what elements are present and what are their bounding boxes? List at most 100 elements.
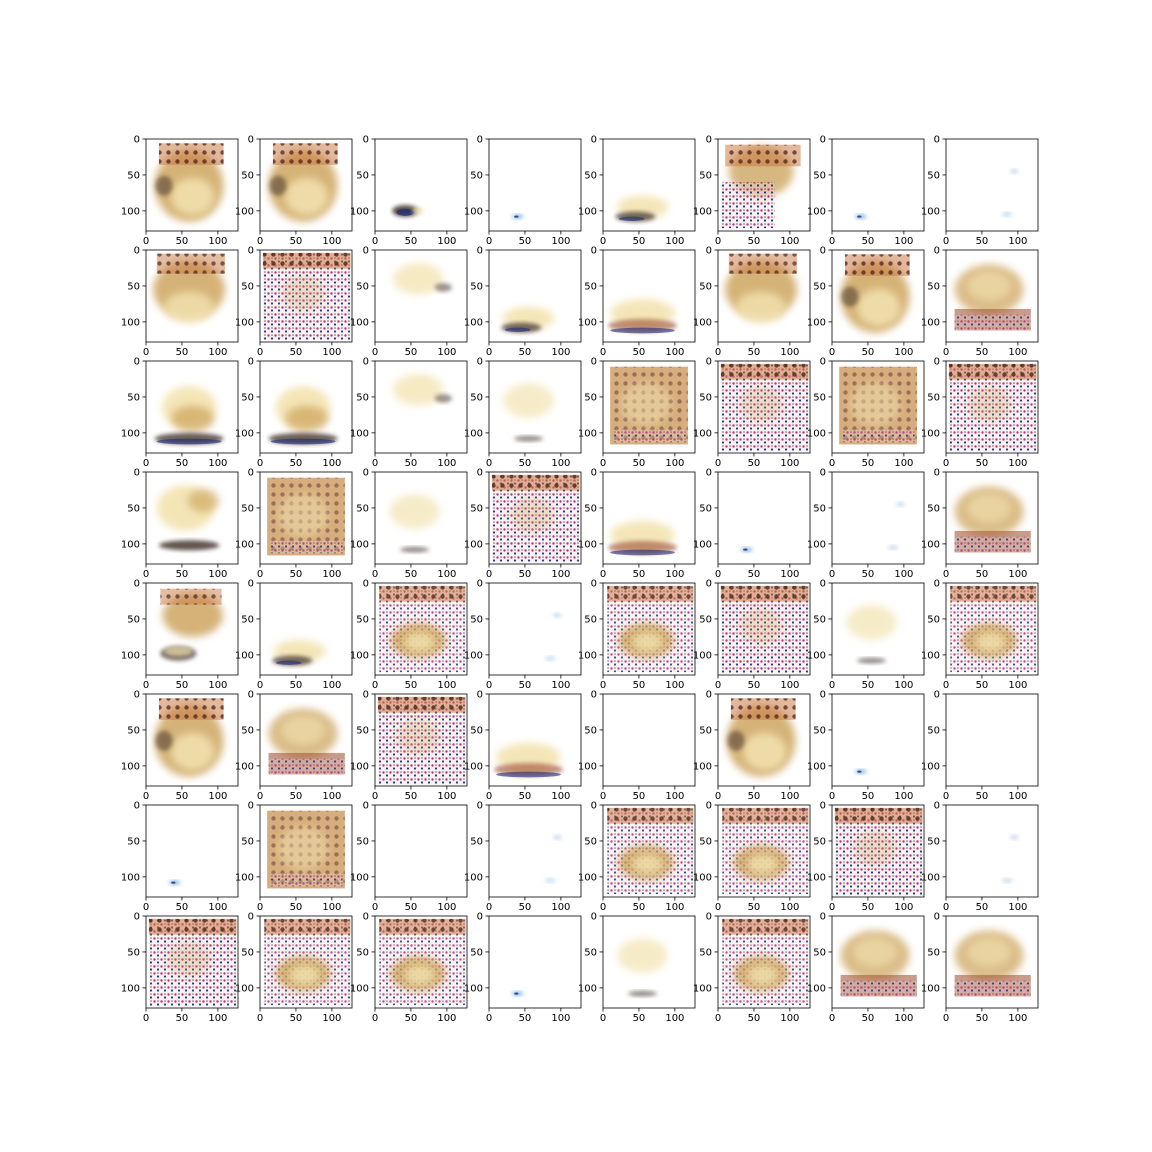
blob-mark [746,853,779,874]
x-tick-label: 0 [143,791,149,802]
x-tick-label: 50 [519,791,532,802]
x-tick-label: 0 [943,347,949,358]
y-tick-label: 100 [921,650,940,661]
generated-image [610,366,688,445]
x-tick-label: 50 [290,791,303,802]
y-tick-label: 100 [921,761,940,772]
generated-image [267,810,345,889]
blob-mark [841,286,859,307]
plot-frame [602,471,696,565]
plot-frame [374,138,468,232]
y-tick-label: 50 [470,614,483,625]
speck-mark [857,215,862,218]
blob-mark [392,373,444,406]
generated-image [954,486,1031,553]
y-tick-label: 50 [813,614,826,625]
x-tick-label: 0 [257,680,263,691]
y-tick-label: 100 [464,539,483,550]
y-tick-label: 100 [807,761,826,772]
plot-frame [945,138,1039,232]
y-tick-label: 100 [235,428,254,439]
subplot-panel: 0 50 100 0 50 100 [578,468,696,580]
x-tick-label: 50 [176,347,189,358]
y-tick-label: 100 [807,650,826,661]
y-tick-label: 100 [350,428,369,439]
generated-image [720,585,809,674]
x-tick-label: 50 [748,1013,761,1024]
y-tick-label: 50 [241,281,254,292]
x-tick-label: 100 [1008,569,1027,580]
y-tick-label: 100 [235,761,254,772]
y-tick-label: 50 [584,725,597,736]
plot-frame [259,804,353,898]
subplot-panel: 0 50 100 0 50 100 [235,246,353,358]
x-tick-label: 50 [748,569,761,580]
subplot-panel: 0 50 100 0 50 100 [121,135,239,247]
x-tick-label: 50 [748,902,761,913]
plot-area [832,139,924,231]
x-tick-label: 100 [208,569,227,580]
x-tick-label: 100 [780,791,799,802]
y-tick-label: 0 [591,135,597,146]
x-tick-label: 100 [322,1013,341,1024]
x-tick-label: 0 [600,902,606,913]
x-tick-label: 100 [894,680,913,691]
generated-image [840,254,910,333]
y-tick-label: 50 [813,836,826,847]
y-tick-label: 0 [706,579,712,590]
blob-mark [396,208,414,216]
x-tick-label: 0 [372,569,378,580]
generated-image [722,807,809,895]
subplot-panel: 0 50 100 0 50 100 [578,246,696,358]
subplot-panel: 0 50 100 0 50 100 [121,801,239,913]
x-tick-label: 0 [372,458,378,469]
pattern-mark [158,143,224,165]
generated-image [153,253,226,324]
x-tick-label: 0 [715,458,721,469]
plot-frame [717,360,811,454]
plot-frame [259,138,353,232]
generated-image [720,363,809,452]
plot-frame [717,804,811,898]
plot-area [489,916,581,1008]
generated-image [268,386,338,445]
y-tick-label: 50 [699,836,712,847]
x-tick-label: 50 [976,1013,989,1024]
x-tick-label: 0 [486,680,492,691]
pattern-mark [720,363,809,380]
x-tick-label: 50 [976,791,989,802]
x-tick-label: 100 [437,791,456,802]
subplot-panel: 0 50 100 0 50 100 [464,912,582,1024]
y-tick-label: 100 [693,650,712,661]
pattern-mark [607,585,694,602]
pattern-mark [607,807,694,824]
pattern-mark [954,980,1031,997]
y-tick-label: 50 [356,503,369,514]
y-tick-label: 50 [241,725,254,736]
x-tick-label: 100 [665,347,684,358]
plot-frame [831,915,925,1009]
x-tick-label: 100 [208,1013,227,1024]
x-tick-label: 50 [976,458,989,469]
x-tick-label: 100 [665,236,684,247]
x-tick-label: 50 [633,902,646,913]
y-tick-label: 0 [934,912,940,923]
x-tick-label: 100 [1008,1013,1027,1024]
subplot-panel: 0 50 100 0 50 100 [807,579,925,691]
x-tick-label: 50 [405,347,418,358]
blob-mark [504,327,531,332]
y-tick-label: 0 [706,690,712,701]
pattern-mark [379,585,466,602]
blob-mark [163,646,193,657]
x-tick-label: 0 [486,458,492,469]
x-tick-label: 100 [551,902,570,913]
x-tick-label: 100 [894,236,913,247]
plot-frame [945,915,1039,1009]
x-tick-label: 100 [208,458,227,469]
x-tick-label: 100 [437,680,456,691]
subplot-panel: 0 50 100 0 50 100 [578,135,696,247]
y-tick-label: 100 [350,983,369,994]
y-tick-label: 0 [134,690,140,701]
x-tick-label: 50 [290,680,303,691]
x-tick-label: 50 [176,1013,189,1024]
